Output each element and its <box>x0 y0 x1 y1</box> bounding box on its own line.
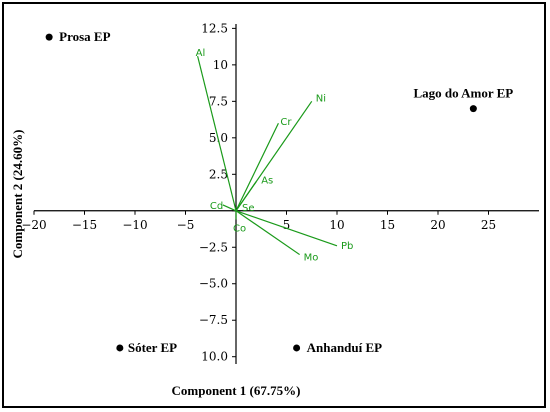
loading-vector-pb <box>235 210 338 247</box>
x-tick-label: 20 <box>430 218 445 232</box>
loading-label-as: As <box>261 176 273 187</box>
y-tick-label: 10.0 <box>201 350 228 364</box>
loading-vector-al <box>197 55 237 211</box>
y-axis-title: Component 2 (24.60%) <box>10 130 25 259</box>
y-tick-label: 12.5 <box>201 21 228 35</box>
y-tick-label: −5.0 <box>199 277 228 291</box>
y-tick-label: −7.5 <box>199 313 228 327</box>
site-label-s-ter-ep: Sóter EP <box>128 340 177 355</box>
site-point-anhandu-ep <box>293 344 301 352</box>
loading-label-ni: Ni <box>316 93 326 104</box>
loading-label-cr: Cr <box>280 117 292 128</box>
x-tick-label: −15 <box>72 218 97 232</box>
loading-vector-cd <box>222 204 237 212</box>
loading-vector-cr <box>235 122 279 212</box>
y-tick-label: 7.5 <box>209 94 228 108</box>
x-tick-label: 10 <box>329 218 344 232</box>
y-tick-label: 10 <box>213 58 228 72</box>
loading-vector-as <box>235 181 257 212</box>
x-tick-label: 15 <box>380 218 395 232</box>
site-label-lago-do-amor-ep: Lago do Amor EP <box>413 86 513 101</box>
loading-vector-mo <box>235 210 300 256</box>
site-point-lago-do-amor-ep <box>469 105 477 113</box>
loading-label-cd: Cd <box>210 201 223 212</box>
site-point-s-ter-ep <box>116 344 124 352</box>
loading-label-se: Se <box>242 203 255 214</box>
x-tick-label: −5 <box>177 218 195 232</box>
loading-label-al: Al <box>196 48 206 59</box>
x-axis-title: Component 1 (67.75%) <box>172 383 301 398</box>
x-tick-label: 25 <box>481 218 496 232</box>
loading-label-co: Co <box>233 224 246 235</box>
chart-frame: −20−15−10−551015202510.0−7.5−5.0−2.52.55… <box>2 2 546 408</box>
site-point-prosa-ep <box>45 33 53 41</box>
pca-biplot: −20−15−10−551015202510.0−7.5−5.0−2.52.55… <box>10 21 539 398</box>
y-tick-label: 2.5 <box>209 167 228 181</box>
y-tick-label: −2.5 <box>199 240 228 254</box>
loading-label-mo: Mo <box>304 253 319 264</box>
site-label-prosa-ep: Prosa EP <box>59 29 110 44</box>
x-tick-label: −20 <box>21 218 46 232</box>
x-tick-label: −10 <box>122 218 147 232</box>
x-tick-label: 5 <box>283 218 291 232</box>
loading-label-pb: Pb <box>341 241 353 252</box>
site-label-anhandu-ep: Anhanduí EP <box>307 340 383 355</box>
